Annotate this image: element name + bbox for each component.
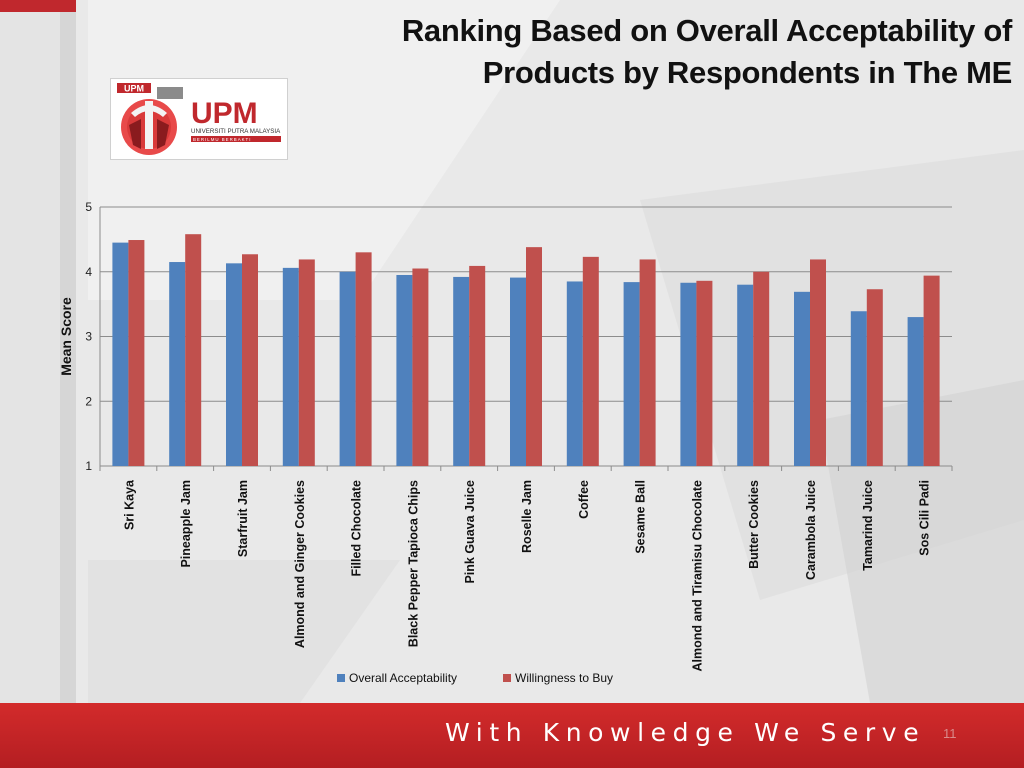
y-tick-label: 3: [85, 330, 92, 344]
bar-overall-acceptability: [510, 277, 526, 466]
x-tick-label: Almond and Tiramisu Chocolate: [690, 480, 704, 672]
x-tick-label: Pineapple Jam: [179, 480, 193, 568]
chart-bars: [112, 234, 940, 466]
x-tick-label: Carambola Juice: [804, 480, 818, 580]
logo-tagline: BERILMU BERBAKTI: [193, 137, 251, 142]
y-tick-label: 1: [85, 459, 92, 473]
upm-logo: UPM UPM UNIVERSITI PUTRA MALAYSIA BERILM…: [110, 78, 288, 160]
logo-subtitle: UNIVERSITI PUTRA MALAYSIA: [191, 128, 281, 135]
x-tick-label: Almond and Ginger Cookies: [293, 480, 307, 648]
bar-willingness-to-buy: [696, 280, 713, 466]
x-tick-label: Tamarind Juice: [861, 480, 875, 571]
x-tick-label: Coffee: [577, 480, 591, 519]
y-tick-label: 5: [85, 200, 92, 214]
bar-overall-acceptability: [453, 276, 470, 466]
footer-motto: With Knowledge We Serve: [445, 718, 926, 747]
x-tick-label: Pink Guava Juice: [463, 480, 477, 584]
bar-overall-acceptability: [226, 263, 242, 466]
y-tick-label: 4: [85, 265, 92, 279]
bar-overall-acceptability: [566, 281, 583, 466]
y-tick-label: 2: [85, 394, 92, 408]
bar-willingness-to-buy: [810, 259, 826, 466]
legend-swatch: [337, 674, 345, 682]
logo-small-text: UPM: [124, 84, 144, 94]
legend-swatch: [503, 674, 511, 682]
bar-willingness-to-buy: [753, 271, 770, 466]
x-tick-label: Roselle Jam: [520, 480, 534, 553]
x-tick-label: Sesame Ball: [634, 480, 648, 554]
bar-overall-acceptability: [282, 267, 299, 466]
slide-number: 11: [943, 726, 957, 741]
bar-willingness-to-buy: [526, 247, 542, 466]
bar-willingness-to-buy: [298, 259, 315, 466]
slide-title-line-1: Ranking Based on Overall Acceptability o…: [401, 13, 1012, 48]
bar-willingness-to-buy: [582, 256, 599, 466]
chart-axes: 1 2 3 4 5 Mean Score Sri Kaya Pineapple Jam Star…: [58, 200, 953, 672]
bar-willingness-to-buy: [866, 289, 883, 466]
bar-overall-acceptability: [112, 242, 129, 466]
bar-willingness-to-buy: [639, 259, 656, 466]
bar-willingness-to-buy: [923, 275, 940, 466]
footer-band: [0, 703, 1024, 768]
bar-overall-acceptability: [680, 282, 697, 466]
upm-crest-icon: UPM UPM UNIVERSITI PUTRA MALAYSIA BERILM…: [117, 83, 281, 155]
legend-label: Willingness to Buy: [515, 671, 613, 685]
bar-willingness-to-buy: [185, 234, 202, 466]
logo-wordmark: UPM: [191, 97, 258, 130]
bar-willingness-to-buy: [128, 240, 145, 466]
bar-willingness-to-buy: [242, 254, 258, 466]
bar-overall-acceptability: [339, 271, 356, 466]
x-tick-label: Sri Kaya: [122, 479, 136, 530]
bar-overall-acceptability: [907, 317, 924, 466]
slide-title-line-2: Products by Respondents in The ME: [482, 55, 1013, 90]
y-axis-title: Mean Score: [58, 297, 74, 376]
x-tick-label: Starfruit Jam: [236, 480, 250, 557]
legend-label: Overall Acceptability: [349, 671, 457, 685]
x-tick-label: Black Pepper Tapioca Chips: [406, 480, 420, 647]
chart-legend: Overall Acceptability Willingness to Buy: [337, 671, 613, 685]
top-accent-strip: [0, 0, 76, 12]
bar-overall-acceptability: [623, 282, 640, 466]
x-tick-label: Butter Cookies: [747, 480, 761, 569]
bar-willingness-to-buy: [355, 252, 372, 466]
x-tick-label: Filled Chocolate: [350, 480, 364, 577]
bar-overall-acceptability: [396, 274, 413, 466]
bar-willingness-to-buy: [469, 265, 486, 466]
bar-chart: 1 2 3 4 5 Mean Score Sri Kaya Pineapple Jam Star…: [58, 200, 953, 685]
bar-overall-acceptability: [850, 311, 867, 466]
bar-overall-acceptability: [794, 291, 810, 466]
bar-overall-acceptability: [737, 284, 754, 466]
bar-overall-acceptability: [169, 262, 186, 466]
x-tick-label: Sos Cili Padi: [918, 480, 932, 556]
bar-willingness-to-buy: [412, 268, 429, 466]
slide-title: Ranking Based on Overall Acceptability o…: [292, 10, 1012, 94]
